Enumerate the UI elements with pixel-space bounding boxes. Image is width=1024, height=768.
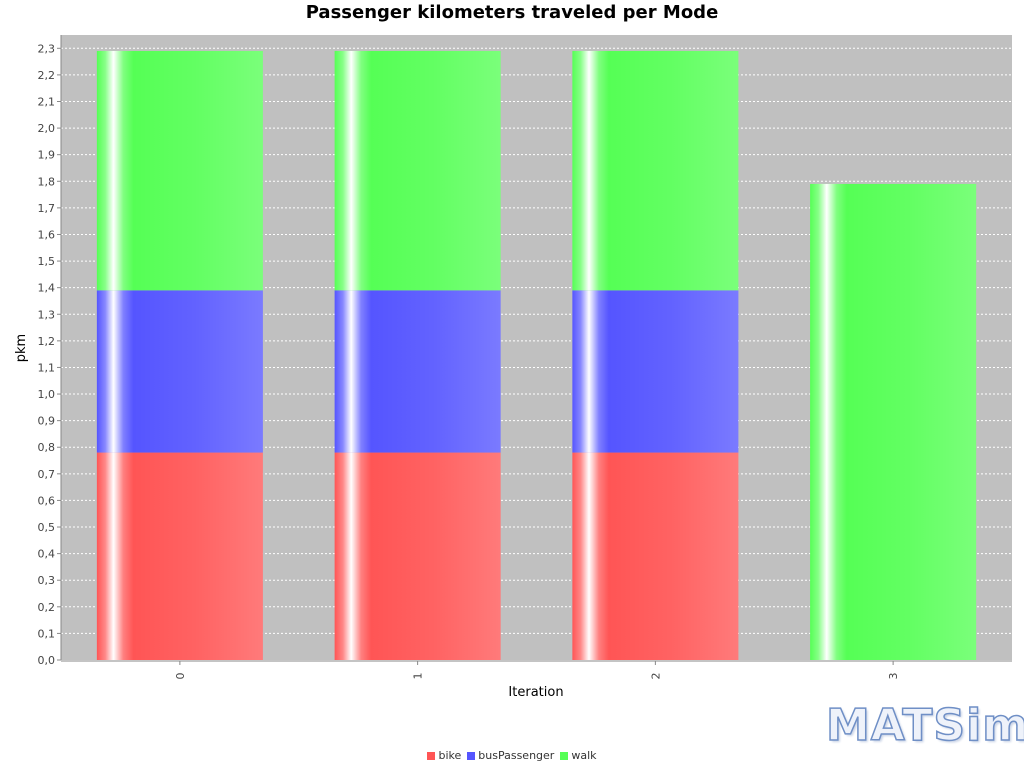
y-tick-label: 1,7: [38, 202, 56, 215]
legend-swatch: [467, 751, 476, 760]
bar-highlight: [572, 290, 739, 453]
y-tick-label: 0,8: [38, 441, 56, 454]
legend-label: bike: [438, 749, 462, 762]
x-axis-label: Iteration: [508, 685, 563, 700]
y-tick-label: 0,2: [38, 601, 56, 614]
y-tick-label: 1,2: [38, 335, 56, 348]
matsim-logo: MATSim: [825, 699, 1024, 752]
y-tick-label: 1,3: [38, 308, 56, 321]
bar-highlight: [334, 50, 501, 291]
legend-label: walk: [571, 749, 597, 762]
y-tick-label: 2,1: [38, 95, 56, 108]
y-tick-label: 1,4: [38, 282, 56, 295]
y-tick-label: 0,4: [38, 548, 56, 561]
y-tick-label: 0,3: [38, 574, 56, 587]
chart-legend: bike busPassenger walk: [0, 749, 1024, 762]
legend-swatch: [427, 751, 436, 760]
y-tick-label: 2,3: [38, 42, 56, 55]
y-tick-label: 0,5: [38, 521, 56, 534]
y-tick-label: 0,1: [38, 627, 56, 640]
bar-highlight: [572, 50, 739, 291]
legend-label: busPassenger: [478, 749, 555, 762]
bar-highlight: [334, 452, 501, 660]
legend-item-bike: bike: [427, 749, 461, 762]
y-tick-label: 0,7: [38, 468, 56, 481]
x-tick-label: 1: [412, 673, 425, 680]
y-tick-label: 2,2: [38, 69, 56, 82]
y-tick-label: 1,1: [38, 361, 56, 374]
legend-item-walk: walk: [560, 749, 597, 762]
y-tick-label: 0,0: [38, 654, 56, 667]
bar-highlight: [334, 290, 501, 453]
y-tick-label: 2,0: [38, 122, 56, 135]
bar-highlight: [96, 290, 263, 453]
bar-highlight: [572, 452, 739, 660]
x-tick-label: 3: [887, 673, 900, 680]
y-tick-label: 1,0: [38, 388, 56, 401]
y-tick-label: 0,9: [38, 415, 56, 428]
y-tick-label: 1,8: [38, 175, 56, 188]
y-tick-label: 0,6: [38, 494, 56, 507]
x-tick-label: 0: [174, 673, 187, 680]
legend-item-busPassenger: busPassenger: [467, 749, 554, 762]
y-tick-label: 1,9: [38, 149, 56, 162]
bar-highlight: [96, 50, 263, 291]
y-tick-label: 1,5: [38, 255, 56, 268]
y-axis-label: pkm: [14, 334, 29, 362]
chart-title: Passenger kilometers traveled per Mode: [305, 2, 719, 23]
bar-highlight: [96, 452, 263, 660]
legend-swatch: [560, 751, 569, 760]
bar-highlight: [810, 183, 977, 661]
x-tick-label: 2: [649, 673, 662, 680]
y-tick-label: 1,6: [38, 228, 56, 241]
